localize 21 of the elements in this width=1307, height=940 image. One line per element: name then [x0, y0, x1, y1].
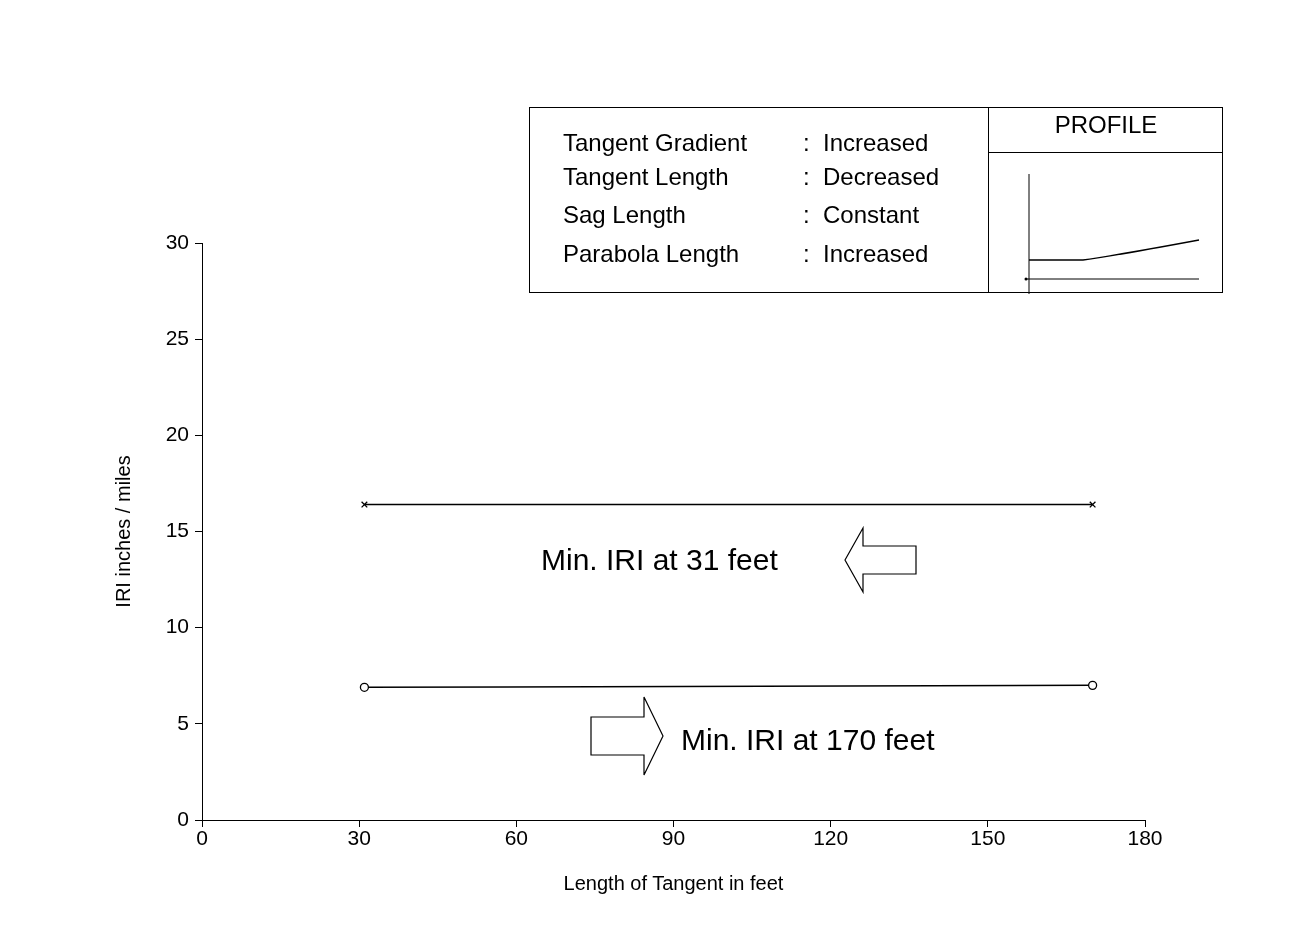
y-tick-label: 25 — [165, 325, 189, 349]
x-axis-title: Length of Tangent in feet — [563, 871, 784, 894]
x-tick-label: 180 — [1127, 826, 1163, 850]
x-tick-label: 120 — [813, 826, 849, 850]
y-tick-label: 20 — [165, 422, 189, 446]
y-tick-label: 30 — [165, 229, 189, 253]
x-tick-label: 60 — [504, 826, 529, 850]
annotation: Min. IRI at 31 feet — [541, 543, 778, 577]
y-tick-label: 10 — [165, 614, 189, 638]
x-tick-label: 150 — [970, 826, 1006, 850]
x-tick-label: 90 — [661, 826, 686, 850]
y-tick-label: 5 — [177, 710, 189, 734]
y-tick-label: 0 — [177, 806, 189, 830]
y-axis-title: IRI inches / miles — [111, 455, 134, 608]
info-box: Tangent Gradient : Increased Tangent Length : Decreased Sag Length : Constant Parabola Length : Increased PROFILE — [529, 107, 1223, 293]
point — [359, 682, 370, 692]
annotation: Min. IRI at 170 feet — [681, 723, 935, 757]
x-tick-label: 30 — [347, 826, 371, 850]
y-tick-label: 15 — [165, 518, 189, 542]
x-tick-label: 0 — [196, 826, 208, 850]
point — [1087, 680, 1098, 691]
